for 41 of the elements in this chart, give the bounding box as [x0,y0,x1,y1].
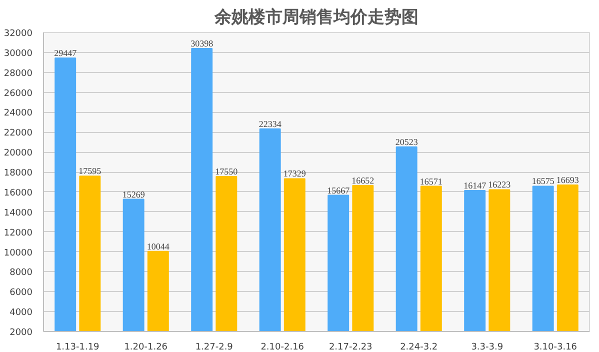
y-tick-label: 20000 [4,148,33,159]
y-tick-label: 10000 [4,248,33,258]
y-tick-label: 28000 [4,68,33,79]
y-tick-label: 12000 [4,228,33,238]
data-label: 16693 [556,175,580,186]
y-tick-label: 18000 [4,168,33,179]
y-tick-label: 24000 [4,108,33,119]
data-label: 29447 [54,48,78,58]
x-tick-label: 2.17-2.23 [328,342,372,352]
y-tick-label: 16000 [4,188,33,198]
data-label: 17329 [283,168,306,179]
x-tick-label: 2.10-2.16 [260,342,304,352]
data-label: 15667 [327,185,350,196]
y-tick-label: 6000 [10,288,33,298]
data-label: 16223 [488,180,512,190]
data-label: 17550 [215,166,238,177]
y-tick-label: 2000 [10,328,33,338]
x-tick-label: 1.20-1.26 [124,342,168,352]
y-tick-label: 30000 [4,48,33,59]
data-label: 16571 [420,176,442,186]
y-tick-label: 26000 [4,88,33,99]
chart-title: 余姚楼市周销售均价走势图 [214,8,418,28]
y-tick-label: 22000 [4,128,33,139]
x-tick-label: 3.10-3.16 [534,342,578,352]
y-tick-label: 4000 [10,308,33,318]
data-label: 22334 [258,118,282,129]
data-label: 17595 [78,166,102,176]
y-tick-label: 14000 [4,208,33,218]
x-tick-label: 1.13-1.19 [56,342,100,352]
data-label: 16147 [464,180,487,190]
data-label: 16575 [532,176,555,186]
y-tick-label: 8000 [10,268,33,278]
x-tick-label: 1.27-2.9 [195,342,234,352]
data-label: 15269 [122,189,146,200]
data-label: 20523 [395,136,418,147]
x-tick-label: 2.24-3.2 [400,342,438,352]
data-label: 30398 [190,38,214,48]
data-label: 16652 [352,175,374,186]
y-tick-label: 32000 [4,29,33,39]
data-label: 10044 [146,241,170,252]
x-tick-label: 3.3-3.9 [471,342,504,352]
